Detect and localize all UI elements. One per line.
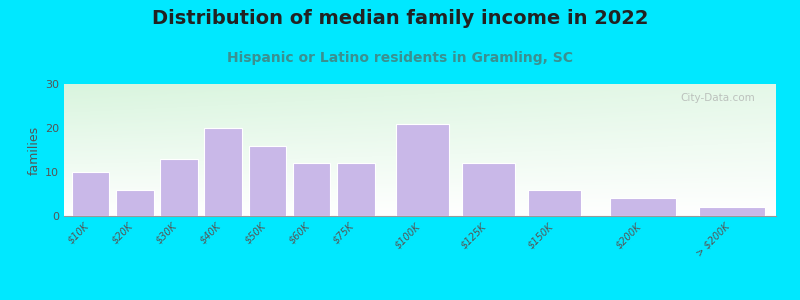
Bar <box>249 146 286 216</box>
Text: City-Data.com: City-Data.com <box>680 93 754 103</box>
Bar <box>337 163 374 216</box>
Bar <box>610 198 677 216</box>
Text: Distribution of median family income in 2022: Distribution of median family income in … <box>152 9 648 28</box>
Bar <box>528 190 582 216</box>
Y-axis label: families: families <box>28 125 41 175</box>
Bar <box>160 159 198 216</box>
Bar <box>205 128 242 216</box>
Text: Hispanic or Latino residents in Gramling, SC: Hispanic or Latino residents in Gramling… <box>227 51 573 65</box>
Bar <box>72 172 110 216</box>
Bar <box>462 163 515 216</box>
Bar <box>698 207 765 216</box>
Bar <box>293 163 330 216</box>
Bar <box>396 124 449 216</box>
Bar <box>116 190 154 216</box>
